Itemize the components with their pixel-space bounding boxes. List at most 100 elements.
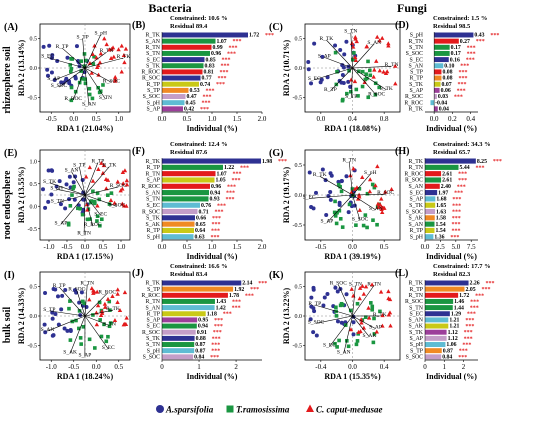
vector-label: R_TK — [117, 54, 131, 60]
env-vector — [329, 315, 353, 347]
x-tick-label: 0.4 — [380, 363, 389, 371]
point — [95, 191, 100, 195]
point — [50, 333, 55, 338]
vector-label: R_TP — [56, 44, 69, 50]
bar — [434, 75, 442, 81]
bar-value-label: 0.43 — [474, 33, 484, 39]
point — [351, 320, 356, 325]
bar-category-label: R_TP — [409, 228, 423, 234]
bar-category-label: S_pH — [410, 235, 424, 241]
point — [350, 44, 356, 49]
bar — [425, 234, 434, 240]
point — [80, 299, 85, 304]
significance-mark: *** — [458, 70, 467, 76]
y-tick-label: -0.5 — [293, 95, 303, 101]
point — [107, 202, 112, 206]
point — [79, 59, 84, 63]
x-tick-label: 0.5 — [99, 243, 108, 251]
point — [328, 190, 333, 195]
panel-label: (B) — [132, 20, 145, 31]
point — [335, 289, 340, 294]
bar-value-label: 5.44 — [460, 165, 470, 171]
point — [357, 186, 362, 191]
point — [328, 197, 333, 202]
significance-mark: *** — [200, 107, 209, 113]
bar-value-label: 8.25 — [477, 159, 487, 165]
point — [47, 43, 52, 48]
header-fungi: Fungi — [397, 1, 428, 15]
significance-mark: *** — [211, 235, 220, 241]
point — [377, 38, 382, 43]
point — [45, 73, 50, 78]
point — [372, 332, 377, 336]
point — [387, 297, 393, 302]
bar-value-label: 0.88 — [196, 336, 206, 342]
significance-mark: *** — [454, 94, 463, 100]
env-vector — [352, 194, 361, 221]
point — [375, 164, 380, 169]
bar-value-label: 0.65 — [196, 222, 206, 228]
significance-mark: *** — [458, 178, 467, 184]
vector-label: S_pH — [94, 31, 107, 37]
vector-label: R_TP — [53, 283, 66, 289]
x-tick-label: 0.5 — [380, 243, 389, 251]
vector-label: R_TN — [100, 48, 114, 54]
point — [369, 301, 373, 305]
bar-value-label: 0.16 — [450, 57, 460, 63]
point — [45, 67, 50, 72]
env-vector — [315, 315, 353, 324]
significance-mark: *** — [467, 45, 476, 51]
bar — [162, 329, 196, 335]
point — [370, 307, 375, 312]
point — [83, 77, 88, 81]
point — [61, 80, 66, 85]
constrained-text: Constrained: 17.7 % — [433, 263, 491, 270]
vector-label: S_AP — [318, 53, 331, 59]
point — [360, 69, 365, 74]
point — [347, 202, 352, 207]
x-axis-label: RDA 1 (17.15%) — [57, 252, 114, 261]
bar-category-label: S_SOC — [406, 51, 424, 57]
point — [350, 187, 355, 191]
vector-label: S_TN — [103, 322, 116, 328]
point — [334, 221, 339, 226]
vector-label: S_TP — [73, 163, 85, 169]
bar-category-label: S_AP — [409, 197, 423, 203]
point — [43, 291, 48, 296]
legend-circle-icon — [156, 405, 164, 413]
point — [83, 81, 88, 86]
point — [85, 207, 90, 212]
vector-label: S_SOC — [308, 319, 325, 325]
y-tick-label: 0.0 — [295, 66, 303, 72]
point — [70, 193, 74, 197]
env-vector — [47, 315, 86, 332]
env-vector — [352, 43, 375, 69]
vector-label: S_AK — [363, 333, 377, 339]
bar — [425, 202, 436, 208]
bar-category-label: S_EC — [146, 57, 160, 63]
bar — [425, 190, 438, 196]
x-tick-label: 0.5 — [183, 243, 192, 251]
bar-value-label: 1.43 — [216, 299, 226, 305]
point — [102, 36, 107, 41]
point — [333, 214, 338, 218]
point — [104, 42, 109, 47]
point — [63, 288, 68, 293]
point — [314, 333, 319, 338]
bar-value-label: 1.68 — [436, 197, 446, 203]
env-vector — [60, 194, 86, 225]
bar — [434, 69, 442, 75]
x-tick-label: 0.2 — [448, 115, 457, 123]
env-vector — [84, 293, 108, 317]
point — [363, 284, 369, 289]
point — [352, 79, 358, 84]
y-axis-label: RDA 2 (13.55%) — [17, 167, 26, 224]
point — [337, 203, 342, 208]
point — [122, 168, 128, 173]
bar — [425, 298, 454, 304]
point — [344, 174, 349, 179]
significance-mark: *** — [232, 299, 241, 305]
bar — [425, 158, 476, 164]
